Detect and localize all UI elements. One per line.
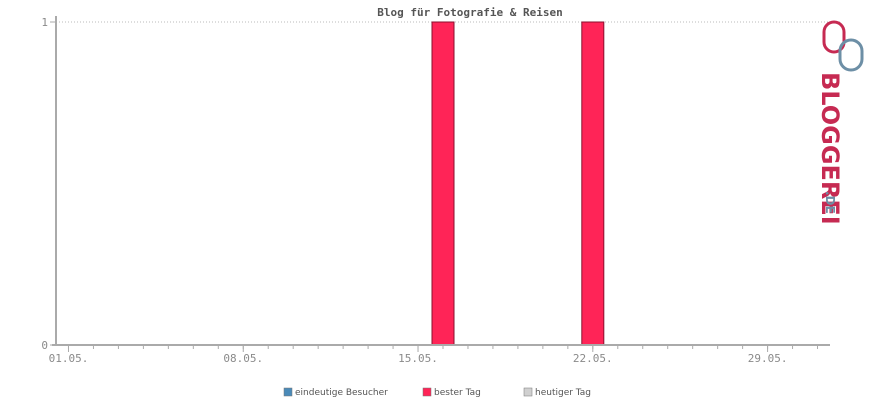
ticks: 01.05. 08.05. 15.05. 22.05. 29.05. 0 1 [41,16,819,365]
legend-swatch [283,387,293,397]
bloggerei-logo: BLOGGEREI .DE [816,20,864,225]
logo-domain: .DE [823,191,837,214]
x-tick-label: 01.05. [49,352,89,365]
y-tick-label: 0 [41,339,48,352]
x-tick-label: 15.05. [398,352,438,365]
chart-title: Blog für Fotografie & Reisen [377,6,562,19]
legend: eindeutige Besucher bester Tag heutiger Ta… [283,387,591,398]
legend-label: heutiger Tag [535,388,591,398]
axes [52,16,830,346]
legend-swatch [422,387,432,397]
logo-icon [822,20,864,72]
legend-swatch [523,387,533,397]
bar-bester-tag-day-16 [431,21,455,346]
x-tick-label: 22.05. [573,352,613,365]
bar-bester-tag-day-22 [581,21,605,346]
logo-wordmark: BLOGGEREI [816,72,844,225]
legend-label: bester Tag [434,388,481,398]
legend-label: eindeutige Besucher [295,388,388,398]
y-tick-label: 1 [41,16,48,29]
x-tick-label: 08.05. [223,352,263,365]
x-tick-label: 29.05. [748,352,788,365]
bars [431,21,605,346]
